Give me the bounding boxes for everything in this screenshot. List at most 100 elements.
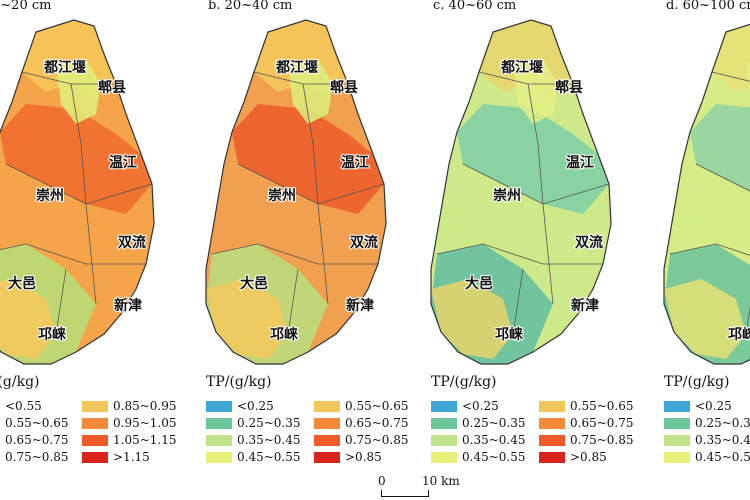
tp-zone xyxy=(457,104,609,214)
legend-swatch xyxy=(539,451,565,463)
legend-label: 0.35~0.45 xyxy=(462,433,526,447)
county-boundary xyxy=(512,268,524,335)
legend-item: >0.85 xyxy=(314,449,382,465)
place-label: 邛崃 xyxy=(495,327,523,343)
region-outline xyxy=(430,19,612,365)
legend-swatch xyxy=(206,451,232,463)
place-label: 新津 xyxy=(346,297,374,314)
tp-zone xyxy=(232,104,384,214)
region-outline xyxy=(0,19,155,365)
scale-bar: 0 10 km xyxy=(370,472,470,500)
panel-title: d. 60~100 cm xyxy=(666,0,750,13)
legend-label: <0.55 xyxy=(5,399,42,413)
panel-title: b. 20~40 cm xyxy=(208,0,293,13)
legend-item: <0.25 xyxy=(206,398,274,414)
tp-zone xyxy=(690,104,750,214)
map-panel-b: b. 20~40 cm 都江堰 郫县 温江 崇州 双流 大邑 新津 邛崃 TP/(g/kg) … xyxy=(198,0,424,470)
legend-label: 0.55~0.65 xyxy=(570,399,634,413)
legend-item: 0.65~0.75 xyxy=(0,432,69,448)
legend-title: TP/(g/kg) xyxy=(664,374,730,390)
legend-swatch xyxy=(539,400,565,412)
county-boundary xyxy=(711,71,750,85)
place-label: 郫县 xyxy=(555,79,583,96)
legend-item: 0.95~1.05 xyxy=(82,415,177,431)
place-label: 温江 xyxy=(109,154,137,171)
legend-item: 0.65~0.75 xyxy=(539,415,634,431)
legend-item: 0.55~0.65 xyxy=(314,398,409,414)
legend-swatch xyxy=(431,434,457,446)
legend-item: 0.35~0.45 xyxy=(664,432,750,448)
legend-label: 0.65~0.75 xyxy=(5,433,69,447)
legend-item: 0.35~0.45 xyxy=(431,432,526,448)
map-panel-d: d. 60~100 cm 邛崃 TP/(g/kg) <0.25 0.25~0.35… xyxy=(656,0,750,470)
legend-swatch xyxy=(82,417,108,429)
legend-item: >1.15 xyxy=(82,449,150,465)
legend-item: 0.35~0.45 xyxy=(206,432,301,448)
legend-label: 0.45~0.55 xyxy=(695,450,750,464)
tp-zone xyxy=(513,59,558,124)
county-boundary xyxy=(5,163,153,205)
legend-label: 0.65~0.75 xyxy=(570,416,634,430)
legend-item: 1.05~1.15 xyxy=(82,432,177,448)
county-boundary xyxy=(0,243,146,265)
legend-swatch xyxy=(431,451,457,463)
county-boundary xyxy=(527,83,554,305)
legend-label: 0.35~0.45 xyxy=(237,433,301,447)
legend-label: 0.75~0.85 xyxy=(345,433,409,447)
place-label: 都江堰 xyxy=(43,59,86,76)
legend-label: 0.55~0.65 xyxy=(345,399,409,413)
county-boundary xyxy=(211,243,378,265)
county-boundary xyxy=(745,268,750,335)
legend-label: 1.05~1.15 xyxy=(113,433,177,447)
place-label: 大邑 xyxy=(465,275,493,292)
legend-label: <0.25 xyxy=(695,399,732,413)
county-boundary xyxy=(462,163,610,205)
panel-title: c. 40~60 cm xyxy=(433,0,517,13)
legend-item: 0.85~0.95 xyxy=(82,398,177,414)
place-label: 都江堰 xyxy=(500,59,543,76)
county-boundary xyxy=(302,83,329,305)
county-boundary xyxy=(237,163,385,205)
legend-swatch xyxy=(664,434,690,446)
legend-swatch xyxy=(82,451,108,463)
place-label: 大邑 xyxy=(8,275,36,292)
place-label: 邛崃 xyxy=(728,327,750,343)
legend-item: 0.45~0.55 xyxy=(664,449,750,465)
legend-item: 0.55~0.65 xyxy=(0,415,69,431)
legend-label: <0.25 xyxy=(237,399,274,413)
place-label: 邛崃 xyxy=(38,327,66,343)
panel-title: a. 0~20 cm xyxy=(0,0,52,13)
county-boundary xyxy=(695,163,750,205)
legend-item: <0.25 xyxy=(431,398,499,414)
legend-swatch xyxy=(82,434,108,446)
legend-label: >0.85 xyxy=(345,450,382,464)
legend-item: 0.75~0.85 xyxy=(539,432,634,448)
tp-zone xyxy=(56,59,101,124)
legend-label: 0.95~1.05 xyxy=(113,416,177,430)
legend-label: 0.85~0.95 xyxy=(113,399,177,413)
legend-item: 0.55~0.65 xyxy=(539,398,634,414)
place-label: 崇州 xyxy=(36,187,64,204)
legend-swatch xyxy=(314,451,340,463)
legend-item: 0.45~0.55 xyxy=(206,449,301,465)
legend-label: 0.75~0.85 xyxy=(570,433,634,447)
county-boundary xyxy=(287,268,299,335)
legend-swatch xyxy=(206,417,232,429)
legend-swatch xyxy=(206,400,232,412)
legend-item: 0.75~0.85 xyxy=(0,449,69,465)
legend-label: >1.15 xyxy=(113,450,150,464)
place-label: 都江堰 xyxy=(275,59,318,76)
legend-label: 0.25~0.35 xyxy=(695,416,750,430)
legend-title: TP/(g/kg) xyxy=(206,374,272,390)
legend-title: TP/(g/kg) xyxy=(431,374,497,390)
county-boundary xyxy=(669,243,750,265)
legend-swatch xyxy=(314,400,340,412)
place-label: 崇州 xyxy=(268,187,296,204)
scale-distance-label: 10 km xyxy=(422,474,460,488)
place-label: 新津 xyxy=(114,297,142,314)
legend-swatch xyxy=(431,417,457,429)
legend-label: >0.85 xyxy=(570,450,607,464)
legend-label: 0.55~0.65 xyxy=(5,416,69,430)
place-label: 温江 xyxy=(341,154,369,171)
